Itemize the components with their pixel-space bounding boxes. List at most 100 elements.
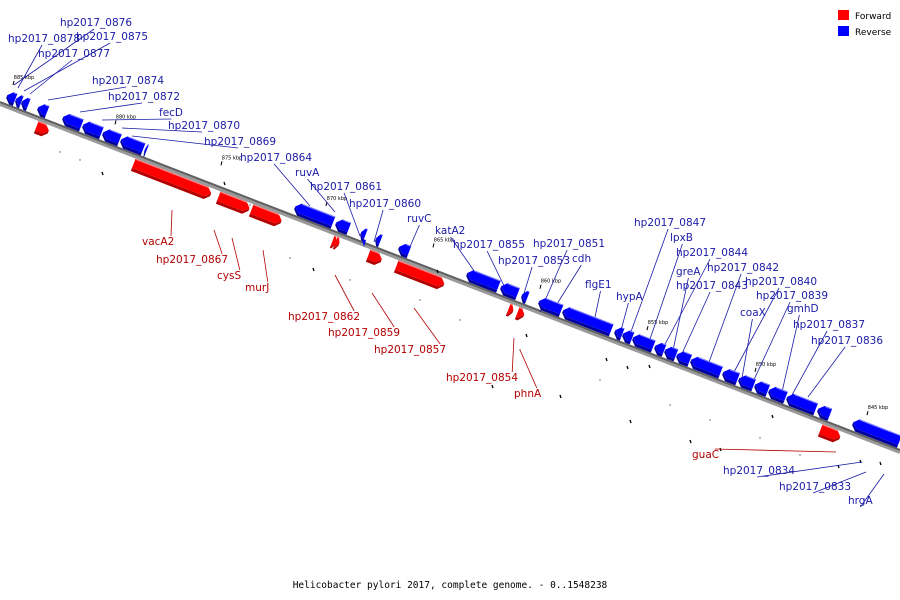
leader-line — [13, 28, 95, 86]
gene-highlight — [89, 121, 104, 128]
gene-body — [38, 104, 50, 116]
gene-small-fwd-2 — [329, 235, 337, 249]
genome-backbone-shadow — [0, 102, 900, 454]
gene-label-guaC: guaC — [692, 449, 719, 461]
gene-shadow — [82, 124, 101, 140]
gene-shadow — [248, 213, 282, 227]
gene-shadow — [852, 422, 899, 448]
gene-greA — [676, 351, 693, 367]
gene-shadow — [562, 310, 610, 337]
tick-mark — [754, 367, 757, 372]
legend-reverse-label: Reverse — [855, 28, 892, 38]
gene-highlight — [859, 419, 900, 437]
gene-body — [563, 307, 614, 334]
codon-mark — [879, 461, 882, 466]
tick-mark — [866, 411, 869, 416]
gene-highlight — [337, 236, 340, 239]
gene-hp2017_0870 — [120, 136, 146, 156]
gene-ruvA — [335, 219, 352, 235]
feature-dot — [59, 151, 61, 153]
tick-mark — [114, 120, 117, 125]
tick-label: 865 kbp — [434, 237, 454, 243]
gene-label-hp2017_0847: hp2017_0847 — [634, 217, 706, 229]
feature-dot — [289, 257, 291, 259]
gene-shadow — [786, 396, 815, 416]
gene-shadow — [722, 372, 737, 386]
gene-shadow — [664, 349, 675, 362]
gene-shadow — [215, 200, 250, 214]
gene-coaX — [754, 381, 771, 397]
gene-shadow — [466, 273, 498, 293]
gene-body — [677, 351, 693, 364]
gene-phnA — [514, 307, 525, 321]
codon-mark — [491, 384, 494, 389]
gene-highlight — [519, 307, 523, 310]
gene-highlight — [21, 95, 24, 97]
gene-highlight — [38, 121, 47, 126]
codon-mark — [648, 364, 651, 369]
gene-hp2017_0859 — [365, 249, 382, 265]
gene-highlight — [621, 327, 625, 330]
gene-hp2017_0874 — [62, 113, 84, 132]
gene-highlight — [661, 342, 667, 346]
gene-label-hp2017_0864: hp2017_0864 — [240, 152, 312, 164]
gene-shadow — [538, 300, 560, 317]
gene-shadow — [15, 98, 21, 109]
gene-hp2017_0851 — [538, 297, 564, 317]
gene-label-coaX: coaX — [740, 307, 766, 319]
gene-highlight — [793, 393, 818, 404]
codon-mark — [559, 394, 562, 399]
gene-fecD — [102, 129, 122, 147]
gene-hp2017_0860 — [375, 234, 383, 248]
feature-dot — [599, 379, 601, 381]
feature-dot — [349, 279, 351, 281]
leader-line — [101, 118, 172, 121]
leader-line — [791, 330, 828, 396]
codon-mark — [436, 269, 439, 274]
gene-body — [615, 327, 625, 338]
gene-highlight — [697, 356, 723, 368]
leader-line — [79, 102, 143, 113]
gene-shadow — [505, 310, 514, 317]
gene-body — [818, 424, 841, 440]
gene-highlight — [365, 228, 368, 230]
gene-highlight — [639, 334, 656, 342]
leader-line — [519, 349, 538, 389]
gene-label-hp2017_0869: hp2017_0869 — [204, 136, 276, 148]
gene-body — [515, 307, 525, 318]
gene-shadow — [632, 337, 652, 353]
gene-highlight — [405, 243, 412, 247]
tick-mark — [220, 161, 223, 166]
gene-label-murJ: murJ — [245, 282, 269, 294]
gene-highlight — [334, 235, 337, 238]
gene-hp2017_0854 — [505, 303, 514, 317]
leader-line — [23, 42, 111, 92]
gene-shadow — [21, 100, 27, 111]
gene-body — [22, 97, 31, 109]
gene-shadow — [6, 95, 14, 106]
gene-label-gmhD: gmhD — [787, 303, 819, 315]
codon-mark — [312, 267, 315, 272]
gene-hp2017_0837 — [817, 405, 833, 421]
gene-hp2017_0876 — [6, 92, 18, 106]
gene-highlight — [44, 104, 50, 107]
tick-label: 845 kbp — [868, 405, 888, 411]
tick-label: 870 kbp — [327, 196, 347, 202]
gene-label-flgE1: flgE1 — [585, 279, 612, 291]
gene-gmhD — [786, 393, 818, 416]
feature-dot — [669, 404, 671, 406]
gene-label-hp2017_0854: hp2017_0854 — [446, 372, 518, 384]
gene-highlight — [147, 144, 149, 146]
gene-label-hypA: hypA — [616, 291, 644, 303]
gene-label-cysS: cysS — [217, 270, 241, 282]
gene-hp2017_0843 — [690, 356, 723, 379]
tick-label: 875 kbp — [222, 155, 242, 161]
gene-shadow — [754, 384, 767, 397]
gene-label-greA: greA — [676, 266, 701, 278]
codon-mark — [525, 333, 528, 338]
leader-line — [213, 229, 223, 255]
gene-features — [6, 92, 900, 448]
gene-murJ — [332, 236, 340, 250]
gene-hp2017_0839 — [768, 386, 788, 404]
gene-shadow — [514, 314, 525, 321]
